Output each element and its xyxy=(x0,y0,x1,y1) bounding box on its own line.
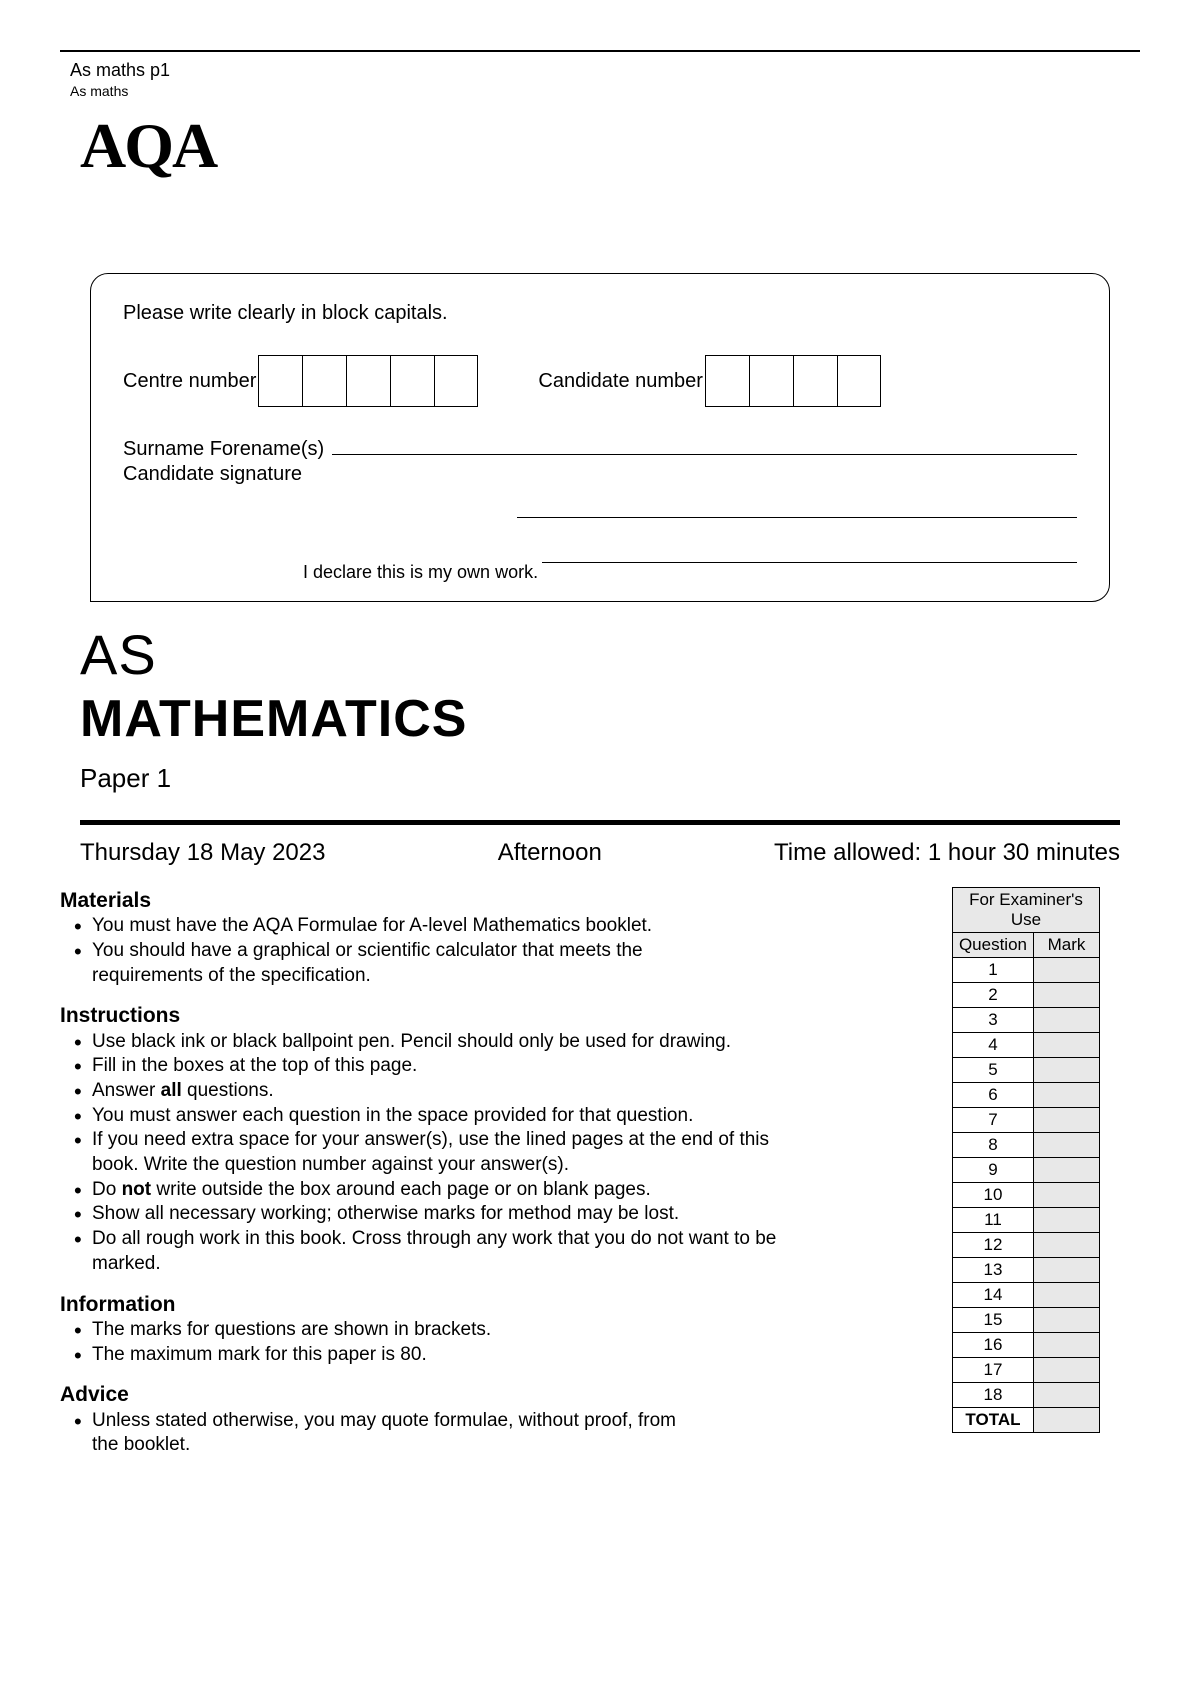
date-session-row: Thursday 18 May 2023 Afternoon Time allo… xyxy=(80,839,1120,867)
signature-row: Candidate signature xyxy=(123,463,1077,486)
exam-date: Thursday 18 May 2023 xyxy=(80,839,325,867)
table-row: 10 xyxy=(952,1183,1099,1208)
table-row: 4 xyxy=(952,1033,1099,1058)
materials-item: You should have a graphical or scientifi… xyxy=(78,939,698,988)
surname-forename-line[interactable] xyxy=(332,433,1077,455)
table-row: 2 xyxy=(952,983,1099,1008)
declaration-row: I declare this is my own work. xyxy=(303,562,1077,583)
declaration-line xyxy=(542,562,1077,563)
table-row: 16 xyxy=(952,1333,1099,1358)
instructions-item: If you need extra space for your answer(… xyxy=(78,1128,798,1177)
advice-item: Unless stated otherwise, you may quote f… xyxy=(78,1409,678,1458)
table-row: 15 xyxy=(952,1308,1099,1333)
time-allowed: Time allowed: 1 hour 30 minutes xyxy=(774,839,1120,867)
table-row: 12 xyxy=(952,1233,1099,1258)
table-row: 13 xyxy=(952,1258,1099,1283)
table-row: 1 xyxy=(952,958,1099,983)
table-row: 8 xyxy=(952,1133,1099,1158)
candidate-number-field: Candidate number xyxy=(538,355,881,407)
centre-number-boxes[interactable] xyxy=(258,355,478,407)
signature-label: Candidate signature xyxy=(123,463,302,486)
signature-line-wrap xyxy=(183,516,1077,518)
surname-forename-label: Surname Forename(s) xyxy=(123,438,324,461)
declaration-text: I declare this is my own work. xyxy=(303,562,538,583)
table-row: 3 xyxy=(952,1008,1099,1033)
total-row: TOTAL xyxy=(952,1408,1099,1433)
table-row: 18 xyxy=(952,1383,1099,1408)
table-row: 11 xyxy=(952,1208,1099,1233)
level-title: AS xyxy=(80,622,1140,687)
instructions-item: Do all rough work in this book. Cross th… xyxy=(78,1227,818,1276)
top-rule xyxy=(60,50,1140,52)
examiner-use-table: For Examiner's Use Question Mark 1 2 3 4… xyxy=(952,887,1100,1433)
subject-title: MATHEMATICS xyxy=(80,689,1140,749)
candidate-details-box: Please write clearly in block capitals. … xyxy=(90,273,1110,602)
thick-rule xyxy=(80,820,1120,825)
block-capitals-instruction: Please write clearly in block capitals. xyxy=(123,302,1077,325)
table-row: 6 xyxy=(952,1083,1099,1108)
aqa-logo: AQA xyxy=(80,109,1140,183)
number-row: Centre number Candidate number xyxy=(123,355,1077,407)
candidate-number-boxes[interactable] xyxy=(705,355,881,407)
table-row: 7 xyxy=(952,1108,1099,1133)
exam-session: Afternoon xyxy=(498,839,602,867)
question-col-header: Question xyxy=(952,933,1033,958)
signature-underline-1 xyxy=(517,516,1077,518)
doc-subtitle: As maths xyxy=(70,83,1140,99)
table-row: 17 xyxy=(952,1358,1099,1383)
mark-col-header: Mark xyxy=(1034,933,1100,958)
table-row: 5 xyxy=(952,1058,1099,1083)
centre-number-field: Centre number xyxy=(123,355,478,407)
surname-forename-row: Surname Forename(s) xyxy=(123,433,1077,461)
doc-title: As maths p1 xyxy=(70,60,1140,81)
examiner-table-title: For Examiner's Use xyxy=(952,888,1099,933)
candidate-number-label: Candidate number xyxy=(538,370,703,393)
table-row: 9 xyxy=(952,1158,1099,1183)
centre-number-label: Centre number xyxy=(123,370,256,393)
paper-number: Paper 1 xyxy=(80,763,1140,794)
main-content: Materials You must have the AQA Formulae… xyxy=(60,887,1120,1458)
table-row: 14 xyxy=(952,1283,1099,1308)
